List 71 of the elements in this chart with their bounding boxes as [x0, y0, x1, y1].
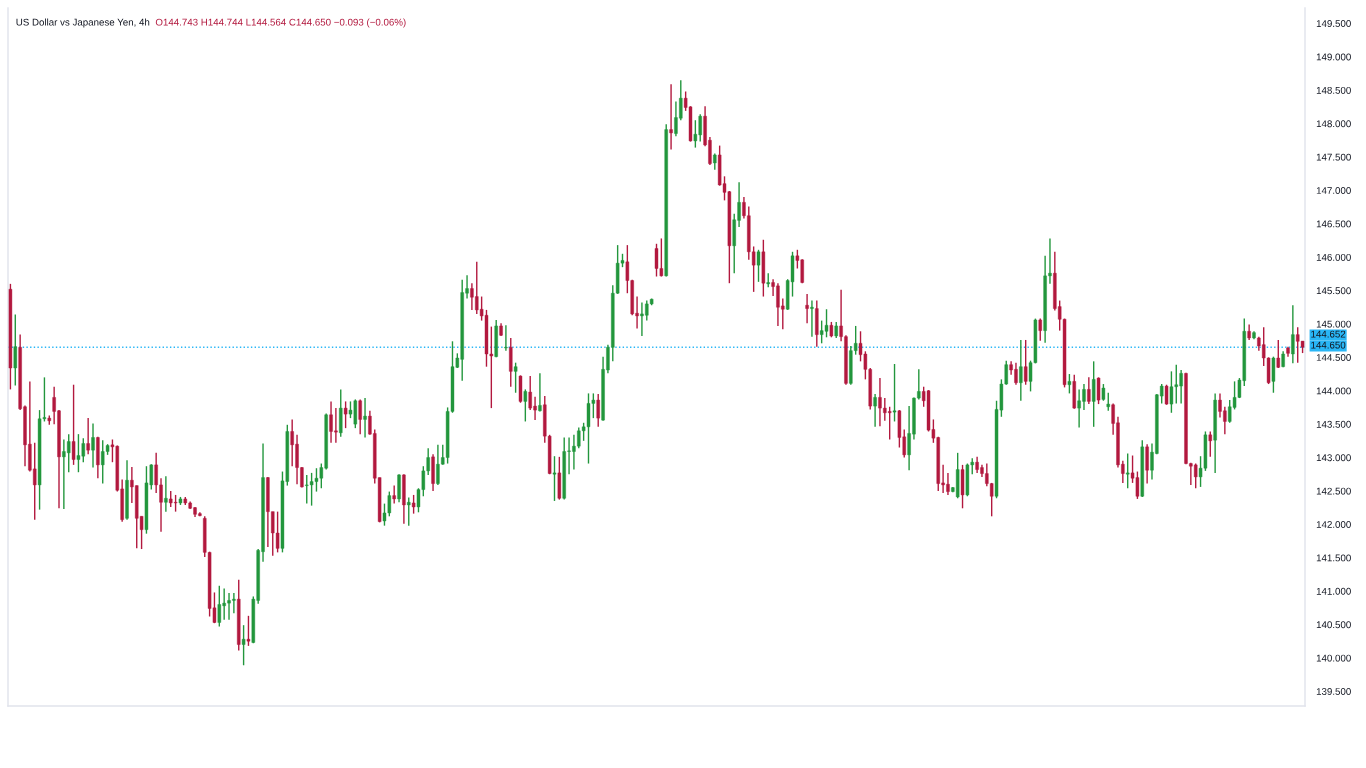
y-tick-label: 149.000: [1316, 53, 1351, 61]
candlestick: [358, 398, 362, 435]
candlestick: [669, 83, 673, 151]
candlestick: [824, 308, 829, 338]
candlestick: [91, 422, 95, 469]
y-tick-label: 140.500: [1316, 621, 1351, 629]
candlestick: [246, 615, 251, 647]
y-tick-label: 144.500: [1316, 354, 1351, 361]
text: O144.743 H144.744 L144.564 C144.650 −0.093 (−0.06%): [155, 18, 406, 28]
candlestick: [873, 393, 877, 428]
candlestick: [1208, 430, 1212, 458]
text: US Dollar vs Japanese Yen, 4h: [16, 18, 150, 28]
candlestick: [756, 249, 761, 283]
candlestick: [411, 494, 416, 515]
candlestick: [1087, 376, 1091, 405]
y-tick-label: 142.000: [1316, 521, 1351, 528]
candlestick: [86, 417, 90, 455]
candlestick: [13, 313, 17, 387]
y-tick-label: 148.000: [1316, 120, 1351, 128]
candlestick: [552, 455, 557, 502]
y-tick-label: 147.000: [1316, 187, 1351, 194]
candlestick: [810, 299, 814, 338]
candlestick: [523, 388, 528, 423]
y-tick-label: 142.500: [1316, 487, 1351, 495]
y-tick-label: 148.500: [1316, 86, 1351, 94]
text: 144.652: [1311, 330, 1346, 338]
candlestick: [71, 384, 76, 466]
candlestick: [504, 324, 508, 352]
candlestick: [241, 624, 246, 666]
y-tick-label: 144.000: [1316, 387, 1351, 395]
candlestick: [693, 119, 698, 149]
candlestick: [1067, 373, 1072, 395]
y-tick-label: 139.500: [1316, 688, 1351, 695]
y-tick-label: 141.000: [1316, 587, 1351, 595]
candlestick: [887, 406, 892, 441]
candlestick: [1271, 355, 1276, 394]
candlestick: [217, 585, 222, 628]
y-tick-label: 143.500: [1316, 420, 1351, 428]
ref-line-label: 144.650: [1311, 341, 1346, 349]
candlestick: [407, 496, 411, 527]
y-tick-label: 149.500: [1316, 20, 1351, 27]
candlestick: [1169, 370, 1174, 414]
candlestick: [805, 293, 809, 324]
y-tick-label: 140.000: [1316, 654, 1351, 662]
candlestick: [164, 475, 168, 513]
candlestick: [392, 484, 396, 505]
candlestick: [1291, 304, 1295, 365]
y-tick-label: 145.000: [1316, 320, 1351, 328]
candlestick: [1019, 339, 1023, 402]
y-tick-label: 147.500: [1316, 153, 1351, 161]
candlestick: [1096, 376, 1101, 405]
candlestick: [596, 393, 600, 428]
candlestick: [513, 361, 518, 394]
candlestick: [1193, 462, 1198, 489]
candlestick: [1106, 392, 1110, 412]
candlestick: [343, 400, 348, 429]
candlestick: [76, 433, 81, 473]
candlestick: [1125, 452, 1130, 489]
candlestick: [1091, 360, 1096, 428]
candlestick: [363, 397, 367, 439]
candlestick: [1276, 339, 1280, 369]
y-tick-label: 143.000: [1316, 454, 1351, 462]
y-tick-label: 145.500: [1316, 287, 1351, 295]
candlestick: [1145, 443, 1149, 485]
y-tick-label: 141.500: [1316, 554, 1351, 562]
y-tick-label: 146.500: [1316, 220, 1351, 228]
candlestick: [538, 372, 542, 413]
candlestick: [275, 510, 280, 554]
candlestick: [1023, 339, 1028, 386]
y-tick-label: 146.000: [1316, 253, 1351, 261]
candlestick: [892, 363, 897, 423]
